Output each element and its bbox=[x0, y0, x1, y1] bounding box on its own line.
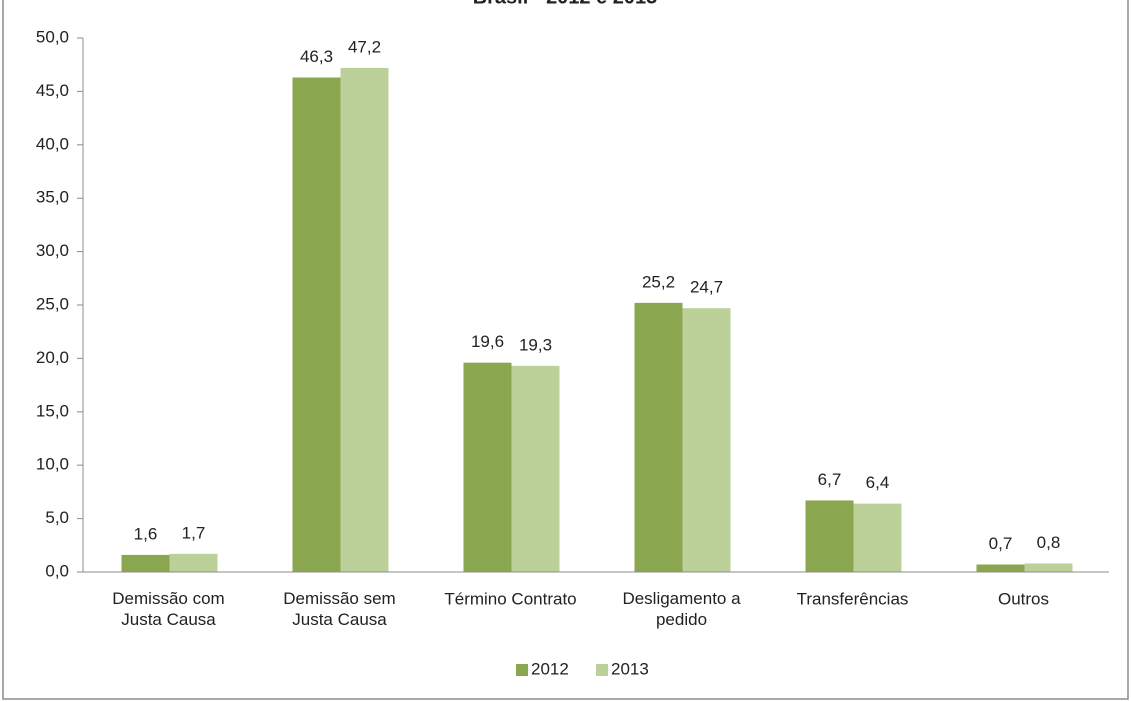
y-tick-label: 20,0 bbox=[36, 348, 69, 367]
y-tick-label: 35,0 bbox=[36, 188, 69, 207]
value-label: 1,7 bbox=[182, 523, 206, 542]
value-label: 6,7 bbox=[818, 470, 842, 489]
value-label: 47,2 bbox=[348, 37, 381, 56]
y-tick-label: 45,0 bbox=[36, 81, 69, 100]
y-tick-label: 30,0 bbox=[36, 241, 69, 260]
y-tick-label: 0,0 bbox=[45, 561, 69, 580]
value-label: 0,7 bbox=[989, 534, 1013, 553]
y-tick-label: 25,0 bbox=[36, 294, 69, 313]
x-tick-label: Demissão sem Justa Causa bbox=[283, 589, 395, 629]
value-label: 19,3 bbox=[519, 335, 552, 354]
legend-swatch bbox=[596, 664, 608, 676]
x-tick-label: Outros bbox=[998, 589, 1049, 608]
x-tick-label: Desligamento a pedido bbox=[622, 589, 741, 629]
y-tick-label: 15,0 bbox=[36, 401, 69, 420]
bar bbox=[463, 362, 512, 572]
value-label: 1,6 bbox=[134, 524, 158, 543]
value-label: 0,8 bbox=[1037, 533, 1061, 552]
y-tick-label: 5,0 bbox=[45, 508, 69, 527]
bar bbox=[292, 77, 341, 573]
value-label: 25,2 bbox=[642, 272, 675, 291]
bar bbox=[169, 553, 218, 572]
y-tick-label: 10,0 bbox=[36, 455, 69, 474]
legend-swatch bbox=[516, 664, 528, 676]
bar bbox=[340, 67, 389, 573]
bar bbox=[805, 500, 854, 572]
bar bbox=[634, 302, 683, 572]
legend-label: 2012 bbox=[531, 659, 569, 678]
bar bbox=[121, 554, 170, 572]
chart-title: Brasil - 2012 e 2013 bbox=[473, 0, 658, 8]
bar bbox=[511, 365, 560, 572]
y-tick-label: 40,0 bbox=[36, 134, 69, 153]
bar bbox=[976, 564, 1025, 572]
value-label: 19,6 bbox=[471, 332, 504, 351]
bar bbox=[853, 503, 902, 572]
x-tick-label: Transferências bbox=[797, 589, 909, 608]
bar bbox=[682, 308, 731, 572]
value-label: 46,3 bbox=[300, 47, 333, 66]
x-tick-label: Término Contrato bbox=[444, 589, 576, 608]
value-label: 6,4 bbox=[866, 473, 890, 492]
legend-label: 2013 bbox=[611, 659, 649, 678]
value-label: 24,7 bbox=[690, 278, 723, 297]
bar bbox=[1024, 563, 1073, 572]
x-tick-label: Demissão com Justa Causa bbox=[112, 589, 224, 629]
y-tick-label: 50,0 bbox=[36, 27, 69, 46]
